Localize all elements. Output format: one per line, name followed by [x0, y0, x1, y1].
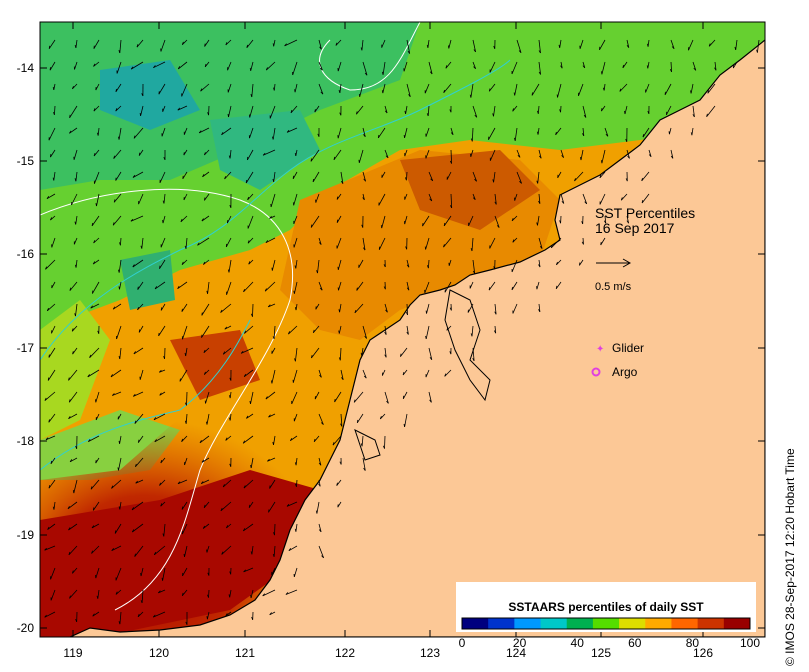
y-tick-label: -19: [17, 528, 35, 542]
colorbar-ticks: 0 20 40 60 80 100: [459, 636, 761, 650]
glider-legend: ✦ Glider: [596, 341, 644, 355]
argo-marker-icon: [591, 367, 601, 377]
colorbar-swatch: [540, 618, 568, 629]
map-title: SST Percentiles: [595, 205, 695, 221]
colorbar-tick-label: 20: [513, 636, 527, 650]
x-tick-label: 119: [63, 646, 82, 660]
y-tick-label: -16: [17, 247, 35, 261]
colorbar-title: SSTAARS percentiles of daily SST: [508, 600, 704, 614]
glider-marker-icon: ✦: [596, 344, 604, 355]
y-tick-label: -20: [17, 621, 35, 635]
plot-frame: [39, 21, 766, 638]
colorbar-swatch: [619, 618, 646, 629]
y-tick-label: -14: [17, 61, 35, 75]
colorbar-tick-label: 0: [459, 636, 466, 650]
x-tick-label: 126: [693, 646, 713, 660]
colorbar-tick-label: 40: [571, 636, 585, 650]
colorbar-swatch: [462, 618, 489, 629]
colorbar-swatch: [488, 618, 515, 629]
x-tick-label: 125: [591, 646, 611, 660]
map-date: 16 Sep 2017: [595, 220, 675, 236]
scale-label: 0.5 m/s: [595, 281, 632, 293]
colorbar-tick-label: 60: [628, 636, 642, 650]
colorbar-tick-label: 80: [686, 636, 700, 650]
y-tick-label: -18: [17, 434, 35, 448]
colorbar: [461, 617, 751, 630]
sst-field: [40, 22, 765, 637]
credit-text: © IMOS 28-Sep-2017 12:20 Hobart Time: [783, 448, 797, 666]
x-tick-label: 121: [235, 646, 255, 660]
colorbar-swatch: [645, 618, 672, 629]
x-tick-label: 122: [335, 646, 355, 660]
argo-label: Argo: [612, 365, 638, 379]
colorbar-swatch: [671, 618, 699, 629]
y-tick-label: -15: [17, 154, 35, 168]
colorbar-swatch: [697, 618, 725, 629]
x-axis: 119 120 121 122 123 124 125 126: [63, 22, 713, 660]
x-tick-label: 120: [149, 646, 169, 660]
x-tick-label: 123: [420, 646, 440, 660]
scale-arrow-icon: [596, 258, 632, 268]
land-area: [69, 39, 765, 637]
colorbar-swatch: [566, 618, 594, 629]
colorbar-tick-label: 100: [740, 636, 760, 650]
x-tick-label: 124: [506, 646, 526, 660]
y-axis: -14 -15 -16 -17 -18 -19 -20: [17, 61, 765, 635]
colorbar-swatch: [514, 618, 542, 629]
colorbar-swatch: [723, 618, 751, 629]
current-vectors: [44, 39, 760, 625]
colorbar-swatch: [592, 618, 620, 629]
argo-legend: Argo: [591, 365, 638, 379]
y-tick-label: -17: [17, 341, 35, 355]
glider-label: Glider: [612, 341, 644, 355]
